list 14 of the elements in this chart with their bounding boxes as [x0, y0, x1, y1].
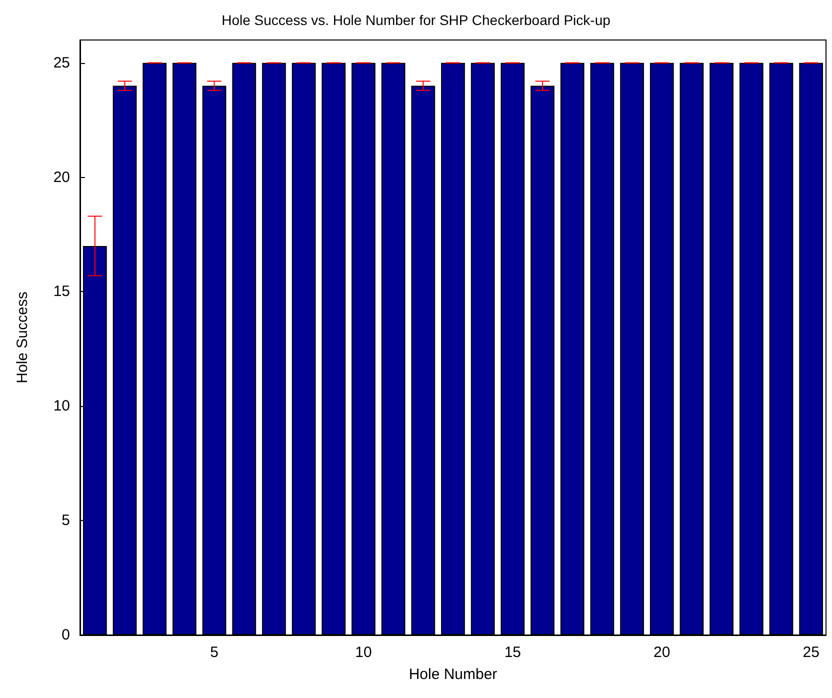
y-tick-label: 25: [53, 54, 70, 72]
y-tick-label: 15: [53, 283, 70, 300]
x-tick-label: 20: [654, 644, 670, 661]
x-tick-label: 10: [355, 644, 372, 661]
x-tick-label: 25: [802, 644, 820, 661]
y-tick-label: 5: [62, 512, 70, 530]
chart-title: Hole Success vs. Hole Number for SHP Checkerboard Pick-up: [222, 12, 611, 28]
y-axis-title: Hole Success: [14, 292, 31, 384]
y-tick-label: 10: [53, 398, 70, 415]
x-axis-title: Hole Number: [408, 666, 498, 683]
x-tick-label: 5: [210, 644, 218, 661]
x-tick-label: 15: [504, 644, 522, 661]
y-tick-label: 0: [62, 626, 70, 644]
y-tick-label: 20: [53, 168, 70, 186]
